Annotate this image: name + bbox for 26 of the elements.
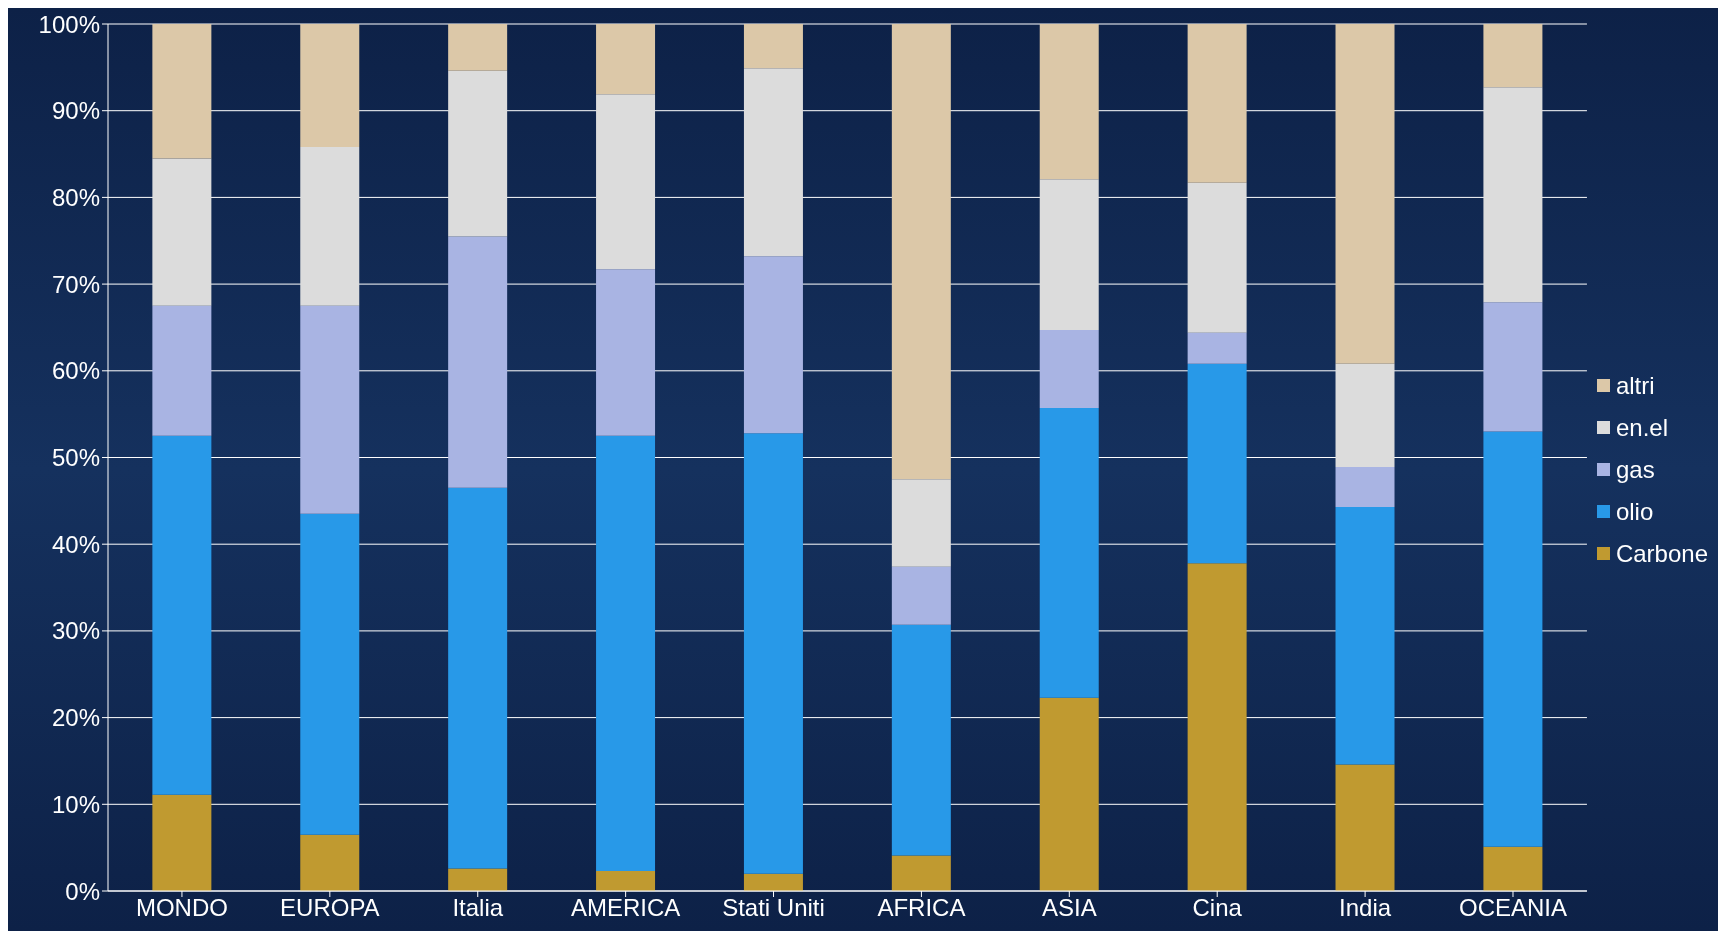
y-tick-label: 80% (51, 183, 100, 211)
x-tick-label: Stati Uniti (722, 894, 825, 922)
legend-label: Carbone (1615, 539, 1708, 568)
legend-label: gas (1615, 455, 1655, 484)
y-tick-label: 0% (65, 877, 100, 905)
x-tick-label: AFRICA (877, 894, 966, 922)
legend-label: olio (1615, 497, 1654, 526)
x-tick-label: OCEANIA (1458, 894, 1568, 922)
y-tick-label: 10% (51, 790, 100, 818)
y-tick-label: 90% (51, 97, 100, 125)
y-tick-label: 30% (51, 617, 100, 645)
y-tick-label: 60% (51, 357, 100, 385)
legend-label: en.el (1615, 413, 1668, 442)
x-tick-label: MONDO (135, 894, 228, 922)
x-tick-label: Italia (452, 894, 504, 922)
x-tick-label: EUROPA (280, 894, 380, 922)
legend-label: altri (1615, 371, 1655, 400)
y-tick-label: 40% (51, 530, 100, 558)
x-tick-label: Cina (1192, 894, 1243, 922)
x-tick-label: AMERICA (570, 894, 681, 922)
x-tick-label: ASIA (1041, 894, 1097, 922)
x-tick-label: India (1339, 894, 1392, 922)
y-tick-label: 50% (51, 444, 100, 472)
y-tick-label: 70% (51, 270, 100, 298)
y-tick-label: 20% (51, 704, 100, 732)
y-tick-label: 100% (38, 10, 100, 38)
